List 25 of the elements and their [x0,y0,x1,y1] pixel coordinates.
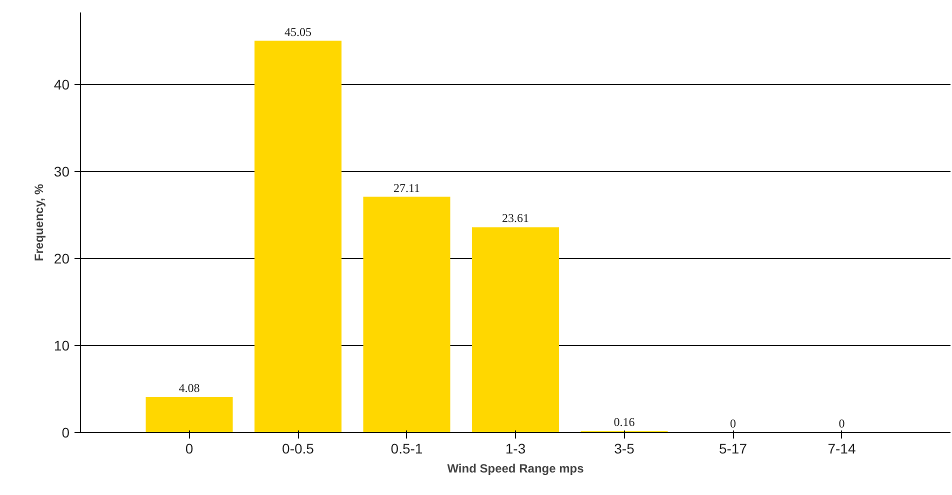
x-tick-label: 0 [185,440,194,456]
y-tick-label: 0 [62,424,70,440]
data-label: 23.61 [502,211,529,226]
y-tick-label: 10 [54,338,70,354]
data-label: 0 [838,416,845,430]
bar [146,397,233,432]
data-label: 27.11 [393,180,420,195]
x-tick-label: 3-5 [614,440,635,456]
y-tick-label: 40 [54,76,70,93]
data-label: 45.05 [284,24,312,39]
y-tick-label: 30 [54,164,70,180]
y-axis-title: Frequency, % [32,184,46,262]
x-tick-label: 0-0.5 [282,440,314,456]
bar [254,40,342,432]
x-axis-title: Wind Speed Range mps [447,462,584,476]
data-label: 4.08 [178,381,200,396]
bar [472,227,559,432]
x-tick-label: 0.5-1 [390,440,423,456]
x-tick-label: 7-14 [828,440,856,456]
y-tick-label: 20 [54,250,70,267]
data-label: 0 [730,416,736,430]
data-label: 0.16 [614,415,635,430]
bar [363,196,450,432]
x-tick-label: 5-17 [718,440,748,456]
x-tick-label: 1-3 [505,440,526,456]
